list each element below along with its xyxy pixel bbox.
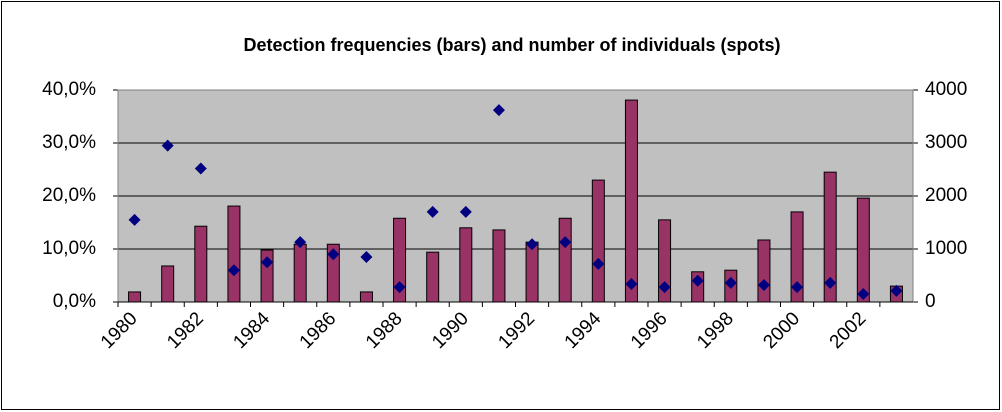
- point: [194, 162, 207, 175]
- y2-tick-label: 2000: [925, 185, 967, 206]
- bar: [757, 239, 771, 303]
- bar: [128, 291, 142, 303]
- point: [824, 276, 837, 289]
- bar: [161, 265, 175, 303]
- y-tick-label: 30,0%: [42, 132, 96, 153]
- y-tick-label: 0,0%: [53, 291, 96, 312]
- bar: [194, 225, 208, 303]
- y2-tick-label: 0: [925, 291, 936, 312]
- point: [526, 238, 539, 251]
- bar: [624, 99, 638, 303]
- point: [791, 281, 804, 294]
- point: [724, 276, 737, 289]
- y-tick-label: 10,0%: [42, 238, 96, 259]
- bar: [856, 197, 870, 303]
- bar: [426, 251, 440, 303]
- bar: [591, 179, 605, 303]
- point: [227, 264, 240, 277]
- chart-title: Detection frequencies (bars) and number …: [243, 35, 780, 55]
- point: [426, 205, 439, 218]
- bar: [492, 229, 506, 303]
- point: [559, 236, 572, 249]
- point: [757, 279, 770, 292]
- point: [625, 277, 638, 290]
- point: [327, 248, 340, 261]
- point: [857, 288, 870, 301]
- y-tick-label: 20,0%: [42, 185, 96, 206]
- y2-tick-label: 3000: [925, 132, 967, 153]
- point: [161, 139, 174, 152]
- bar: [293, 243, 307, 303]
- y-tick-label: 40,0%: [42, 79, 96, 100]
- point: [890, 284, 903, 297]
- point: [592, 257, 605, 270]
- bar: [359, 291, 373, 303]
- y2-tick-label: 4000: [925, 79, 967, 100]
- point: [294, 236, 307, 249]
- point: [360, 250, 373, 263]
- bar: [525, 241, 539, 303]
- bar: [227, 205, 241, 303]
- point: [691, 274, 704, 287]
- point: [492, 104, 505, 117]
- point: [393, 281, 406, 294]
- point: [658, 281, 671, 294]
- point: [459, 205, 472, 218]
- bar: [459, 227, 473, 303]
- y2-tick-label: 1000: [925, 238, 967, 259]
- point: [128, 213, 141, 226]
- bar: [558, 217, 572, 303]
- point: [261, 256, 274, 269]
